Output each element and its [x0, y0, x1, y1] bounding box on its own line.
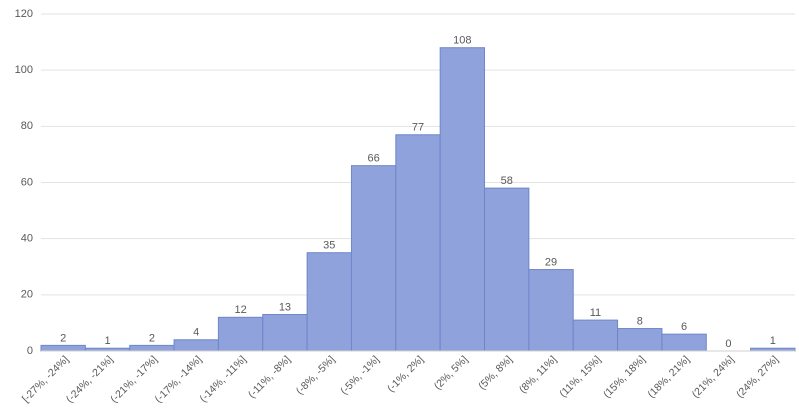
y-tick-label: 0 [27, 345, 33, 357]
y-tick-label: 120 [15, 8, 33, 20]
x-tick-label: (5%, 8%] [476, 354, 515, 393]
bar [528, 269, 574, 352]
data-label: 66 [368, 153, 380, 165]
y-tick-label: 100 [15, 64, 33, 76]
data-label: 29 [545, 256, 557, 268]
bar [661, 333, 707, 352]
data-label: 13 [279, 301, 291, 313]
x-tick-label: (-17%, -14%] [153, 354, 205, 406]
data-label: 11 [590, 307, 601, 319]
data-label: 2 [149, 332, 155, 344]
data-label: 8 [637, 315, 643, 327]
bar [484, 187, 530, 352]
data-label: 2 [60, 332, 66, 344]
data-label: 1 [104, 335, 110, 347]
bar [439, 47, 486, 352]
bar [40, 344, 86, 352]
y-tick-label: 20 [21, 289, 33, 301]
x-tick-label: (-5%, -1%] [338, 354, 382, 398]
bar [173, 339, 219, 352]
bar [617, 328, 663, 352]
x-tick-label: (11%, 15%] [557, 354, 603, 400]
bar [572, 319, 619, 352]
data-label: 12 [234, 304, 246, 316]
y-tick-label: 60 [21, 176, 33, 188]
bar [129, 344, 175, 352]
data-label: 77 [412, 122, 424, 134]
x-tick-label: (-11%, -8%] [246, 354, 293, 401]
x-tick-label: (8%, 11%] [517, 354, 559, 396]
y-tick-label: 40 [21, 233, 33, 245]
x-tick-label: (-1%, 2%] [385, 354, 426, 395]
bar [395, 134, 441, 352]
data-label: 58 [501, 175, 513, 187]
x-tick-label: (2%, 5%] [432, 354, 471, 393]
data-label: 35 [323, 240, 335, 252]
y-tick-label: 80 [21, 120, 33, 132]
bar [350, 165, 397, 352]
bar [262, 313, 308, 352]
data-label: 0 [725, 338, 731, 350]
bar [217, 316, 264, 352]
x-tick-label: (15%, 18%] [601, 354, 648, 401]
bar [306, 252, 352, 352]
x-tick-label: (-8%, -5%] [294, 354, 338, 398]
x-tick-label: (-14%, -11%] [197, 354, 248, 405]
data-label: 4 [193, 327, 199, 339]
x-tick-label: (24%, 27%] [734, 354, 781, 401]
data-label: 1 [770, 335, 776, 347]
data-label: 108 [453, 35, 471, 47]
x-tick-label: (18%, 21%] [645, 354, 692, 401]
data-label: 6 [681, 321, 687, 333]
x-tick-label: (21%, 24%] [690, 354, 737, 401]
